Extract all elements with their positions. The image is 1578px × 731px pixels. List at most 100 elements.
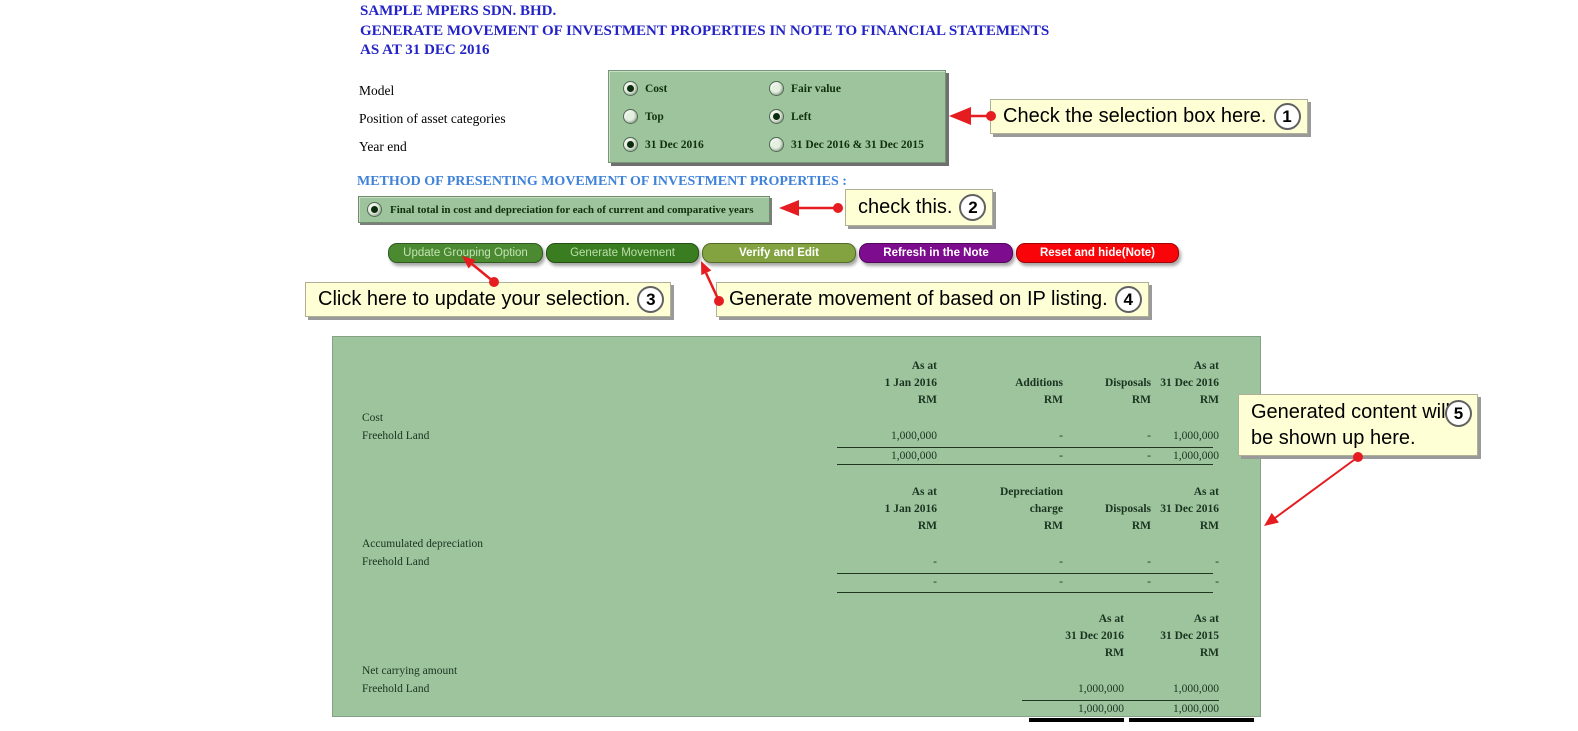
radio-top-label: Top [645, 110, 664, 123]
arrow-1 [949, 107, 996, 125]
net-total-cA: 1,000,000 [1078, 703, 1124, 715]
net-colB-date: 31 Dec 2015 [1160, 630, 1219, 642]
model-label: Model [359, 83, 395, 98]
dep-row-label: Freehold Land [362, 556, 430, 568]
dep-col2-charge: charge [1029, 503, 1063, 515]
update-grouping-option-button[interactable]: Update Grouping Option [388, 243, 543, 263]
movement-statement: As at As at 1 Jan 2016 Additions Disposa… [332, 336, 1261, 722]
generate-movement-button[interactable]: Generate Movement [546, 243, 699, 263]
callout-4-text: Generate movement of based on IP listing… [729, 288, 1108, 310]
net-colA-rm: RM [1104, 647, 1124, 659]
radio-option-left[interactable]: Left [769, 109, 811, 124]
radio-option-cost[interactable]: Cost [623, 81, 667, 96]
dep-total-topline [837, 573, 1213, 574]
dep-col4-asat: As at [1193, 486, 1219, 498]
method-option-label: Final total in cost and depreciation for… [390, 203, 754, 216]
cost-col4-asat: As at [1193, 360, 1219, 372]
cost-row-c3: - [1147, 430, 1151, 442]
report-title-block: SAMPLE MPERS SDN. BHD. GENERATE MOVEMENT… [360, 2, 1049, 61]
dep-total-c3: - [1147, 576, 1151, 588]
radio-final-total-icon[interactable] [367, 202, 382, 217]
callout-3-number: 3 [637, 286, 665, 313]
callout-5-number: 5 [1445, 400, 1472, 427]
dep-total-c2: - [1059, 576, 1063, 588]
net-row-cA: 1,000,000 [1078, 683, 1124, 695]
cost-col2-rm: RM [1043, 394, 1063, 406]
net-colB-asat: As at [1193, 613, 1219, 625]
cost-col1-date: 1 Jan 2016 [884, 377, 937, 389]
radio-left-icon[interactable] [769, 109, 784, 124]
arrow-2 [779, 200, 843, 216]
radio-option-yearend-both[interactable]: 31 Dec 2016 & 31 Dec 2015 [769, 137, 924, 152]
callout-1: Check the selection box here. 1 [990, 99, 1308, 134]
dep-col1-date: 1 Jan 2016 [884, 503, 937, 515]
callout-1-number: 1 [1273, 103, 1301, 130]
arrow-5 [1264, 452, 1363, 526]
verify-and-edit-button[interactable]: Verify and Edit [702, 243, 856, 263]
callout-4: Generate movement of based on IP listing… [716, 282, 1149, 317]
dep-total-bottomline [837, 592, 1213, 593]
report-date: AS AT 31 DEC 2016 [360, 42, 490, 58]
method-heading: METHOD OF PRESENTING MOVEMENT OF INVESTM… [357, 174, 847, 189]
dep-row-c1: - [933, 556, 937, 568]
cost-col1-rm: RM [917, 394, 937, 406]
dep-col4-date: 31 Dec 2016 [1160, 503, 1219, 515]
net-colA-date: 31 Dec 2016 [1065, 630, 1124, 642]
cost-col4-rm: RM [1199, 394, 1219, 406]
dep-total-c4: - [1215, 576, 1219, 588]
cost-col1-asat: As at [911, 360, 937, 372]
radio-option-top[interactable]: Top [623, 109, 664, 124]
radio-yearend-2016-label: 31 Dec 2016 [645, 138, 704, 151]
net-section-label: Net carrying amount [362, 665, 458, 677]
radio-yearend-2016-icon[interactable] [623, 137, 638, 152]
callout-2-text: check this. [858, 196, 953, 218]
radio-fair-value-label: Fair value [791, 82, 841, 95]
radio-cost-icon[interactable] [623, 81, 638, 96]
net-total-cB: 1,000,000 [1173, 703, 1219, 715]
callout-1-text: Check the selection box here. [1003, 105, 1267, 127]
cost-total-topline [837, 447, 1213, 448]
dep-section-label: Accumulated depreciation [362, 538, 484, 550]
radio-yearend-both-label: 31 Dec 2016 & 31 Dec 2015 [791, 138, 924, 151]
cost-total-c1: 1,000,000 [891, 450, 937, 462]
radio-option-yearend-2016[interactable]: 31 Dec 2016 [623, 137, 704, 152]
position-label: Position of asset categories [359, 111, 506, 126]
dep-col3-disposals: Disposals [1104, 503, 1151, 515]
dep-col1-rm: RM [917, 520, 937, 532]
cost-row-c4: 1,000,000 [1173, 430, 1219, 442]
dep-col2-depreciation: Depreciation [999, 486, 1063, 498]
dep-row-c3: - [1147, 556, 1151, 568]
dep-col2-rm: RM [1043, 520, 1063, 532]
callout-5-text-line2: be shown up here. [1251, 427, 1416, 449]
net-final-double-rule-a [1029, 718, 1124, 722]
cost-total-bottomline [837, 464, 1213, 465]
callout-2-number: 2 [959, 194, 987, 221]
dep-row-c2: - [1059, 556, 1063, 568]
callout-3: Click here to update your selection. 3 [305, 282, 672, 317]
reset-and-hide-button[interactable]: Reset and hide(Note) [1016, 243, 1179, 263]
cost-col3-rm: RM [1131, 394, 1151, 406]
cost-total-c2: - [1059, 450, 1063, 462]
cost-row-c1: 1,000,000 [891, 430, 937, 442]
radio-cost-label: Cost [645, 82, 668, 95]
cost-col4-date: 31 Dec 2016 [1160, 377, 1219, 389]
radio-left-label: Left [791, 110, 812, 123]
radio-fair-value-icon[interactable] [769, 81, 784, 96]
options-panel: Cost Fair value Top Left 31 Dec 2016 31 … [608, 70, 946, 163]
method-option[interactable]: Final total in cost and depreciation for… [358, 196, 770, 223]
radio-top-icon[interactable] [623, 109, 638, 124]
net-colA-asat: As at [1098, 613, 1124, 625]
dep-row-c4: - [1215, 556, 1219, 568]
cost-section-label: Cost [362, 412, 384, 424]
refresh-in-note-button[interactable]: Refresh in the Note [859, 243, 1013, 263]
callout-2: check this. 2 [845, 189, 994, 226]
radio-option-fair-value[interactable]: Fair value [769, 81, 841, 96]
cost-col3-disposals: Disposals [1104, 377, 1151, 389]
dep-col1-asat: As at [911, 486, 937, 498]
cost-total-c3: - [1147, 450, 1151, 462]
dep-total-c1: - [933, 576, 937, 588]
cost-total-c4: 1,000,000 [1173, 450, 1219, 462]
radio-yearend-both-icon[interactable] [769, 137, 784, 152]
dep-col3-rm: RM [1131, 520, 1151, 532]
